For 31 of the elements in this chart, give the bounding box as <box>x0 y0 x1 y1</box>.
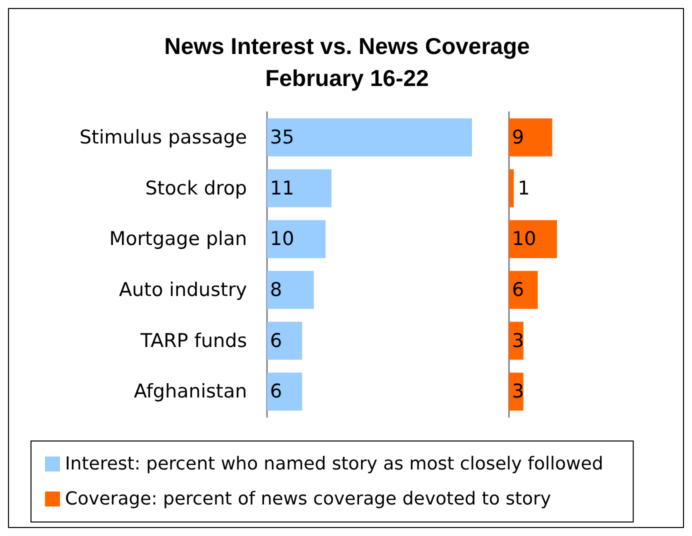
bar <box>509 220 557 258</box>
data-label: 6 <box>270 380 282 403</box>
bar <box>509 169 514 208</box>
bar <box>509 118 552 156</box>
data-label: 8 <box>270 278 282 301</box>
legend-label: Coverage: percent of news coverage devoted to story <box>65 488 552 510</box>
legend-label: Interest: percent who named story as most closely followed <box>65 454 604 474</box>
bar <box>267 118 472 156</box>
y-tick-label: Auto industry <box>119 278 247 301</box>
chart-title: News Interest vs. News Coverage February 16-22 <box>164 33 530 91</box>
bar <box>509 270 538 309</box>
data-label: 11 <box>270 177 294 200</box>
data-label: 1 <box>518 177 530 200</box>
y-tick-label: Stimulus passage <box>80 126 247 148</box>
data-label: 3 <box>512 330 524 352</box>
data-label: 3 <box>512 380 524 403</box>
data-label: 10 <box>270 228 294 250</box>
y-tick-label: Stock drop <box>145 177 247 200</box>
bar <box>267 322 302 360</box>
data-label: 9 <box>512 126 524 148</box>
data-label: 35 <box>270 126 294 148</box>
y-tick-label: Mortgage plan <box>109 228 247 250</box>
bar <box>267 270 314 309</box>
bar <box>267 372 302 411</box>
bar <box>267 169 332 208</box>
data-label: 10 <box>512 228 536 250</box>
bar <box>267 220 326 258</box>
data-label: 6 <box>512 278 524 301</box>
y-tick-label: Afghanistan <box>134 380 247 403</box>
y-tick-label: TARP funds <box>139 330 247 352</box>
data-label: 6 <box>270 330 282 352</box>
